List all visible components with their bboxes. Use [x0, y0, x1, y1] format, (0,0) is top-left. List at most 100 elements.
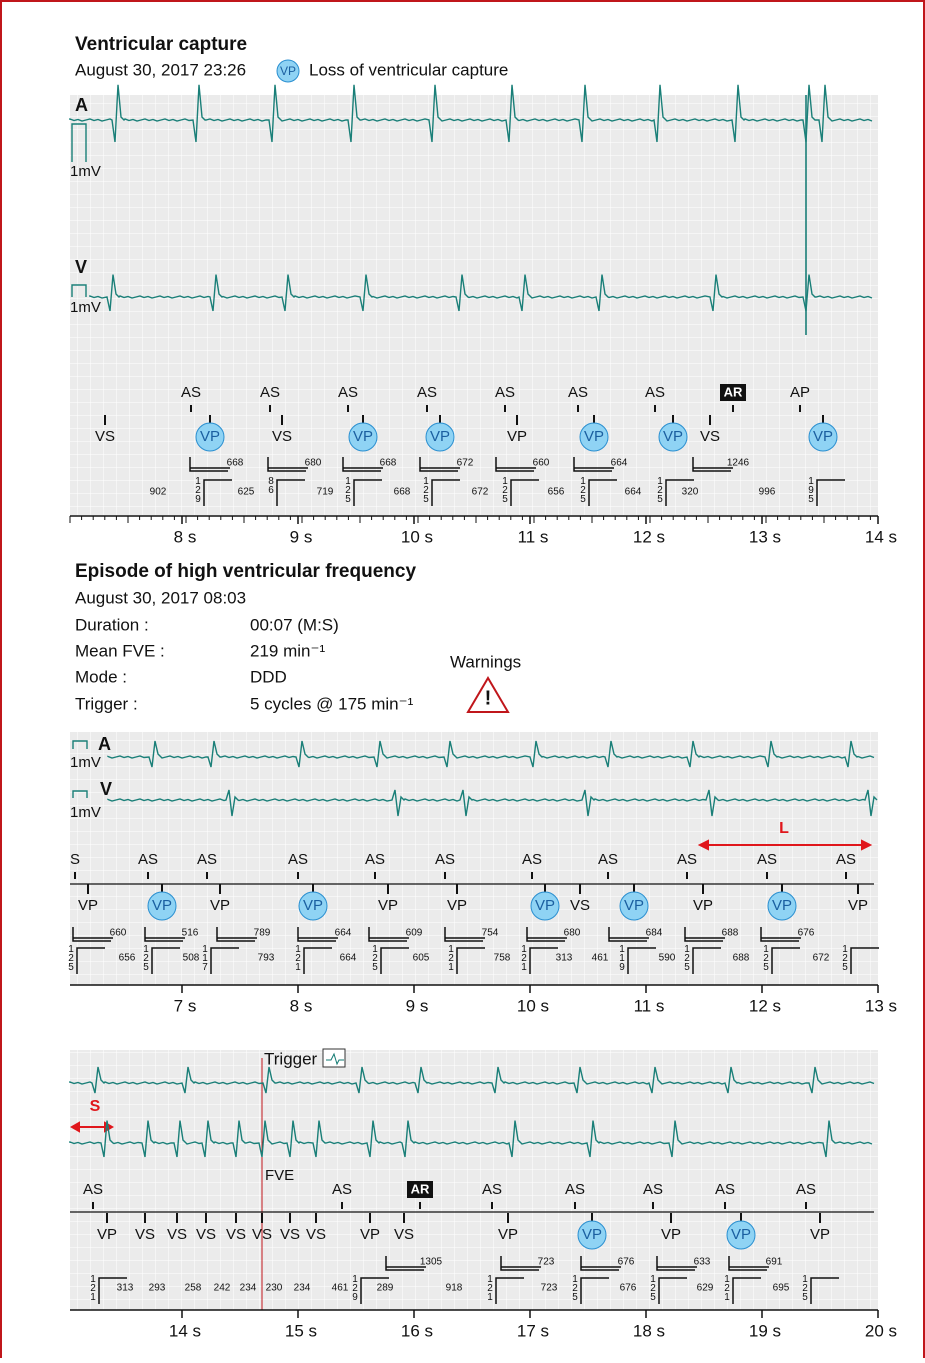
- legend-badge: VP: [280, 64, 296, 78]
- marker-circle: [767, 891, 797, 921]
- interval-bracket: [665, 479, 694, 506]
- marker-circle: [577, 1220, 607, 1250]
- upper-interval: 668: [227, 458, 244, 469]
- time-tick-label: 18 s: [633, 1321, 665, 1340]
- time-tick-label: 20 s: [865, 1321, 897, 1340]
- interval-bracket: [580, 1277, 609, 1304]
- vertical-interval: 125: [655, 476, 666, 503]
- marker-circle: [579, 422, 609, 452]
- title: Episode of high ventricular frequency: [75, 561, 416, 582]
- atrial-marker: AP: [790, 384, 810, 401]
- ventricular-marker: VS: [135, 1226, 155, 1243]
- vertical-interval: 125: [141, 944, 152, 971]
- ventricular-marker: VP: [78, 897, 98, 914]
- ecg-trace: [69, 1120, 873, 1158]
- lower-interval: 461: [332, 1283, 349, 1294]
- ventricular-marker: VP: [210, 897, 230, 914]
- interval-bracket: [385, 1256, 426, 1271]
- interval-bracket: [203, 479, 232, 506]
- interval-bracket: [76, 947, 105, 974]
- interval-bracket: [810, 1277, 839, 1304]
- ventricular-marker: VP: [430, 428, 450, 445]
- lower-interval: 234: [240, 1283, 257, 1294]
- channel-label: V: [75, 257, 87, 277]
- vertical-interval: 125: [370, 944, 381, 971]
- interval-bracket: [573, 457, 614, 472]
- detail-label: Trigger :: [75, 694, 138, 713]
- interval-bracket: [216, 927, 257, 942]
- upper-interval: 633: [694, 1257, 711, 1268]
- atrial-marker: AS: [522, 851, 542, 868]
- vertical-interval: 119: [617, 944, 628, 971]
- marker-circle: [726, 1220, 756, 1250]
- upper-interval: 688: [722, 928, 739, 939]
- ventricular-marker: VS: [167, 1226, 187, 1243]
- ventricular-marker: VP: [693, 897, 713, 914]
- ecg-trace: [69, 84, 873, 143]
- upper-interval: 668: [380, 458, 397, 469]
- atrial-marker: AS: [417, 384, 437, 401]
- detail-value: 5 cycles @ 175 min⁻¹: [250, 694, 414, 713]
- atrial-marker: AS: [83, 1181, 103, 1198]
- interval-bracket: [144, 927, 185, 942]
- vertical-interval: 125: [761, 944, 772, 971]
- vertical-interval: 129: [350, 1274, 361, 1301]
- atrial-marker: AS: [757, 851, 777, 868]
- upper-interval: 609: [406, 928, 423, 939]
- interval-bracket: [380, 947, 409, 974]
- upper-interval: 664: [335, 928, 352, 939]
- interval-bracket: [444, 927, 485, 942]
- detail-label: Duration :: [75, 615, 149, 634]
- ventricular-marker: VS: [226, 1226, 246, 1243]
- time-tick-label: 8 s: [290, 996, 313, 1015]
- lower-interval: 230: [266, 1283, 283, 1294]
- interval-bracket: [608, 927, 649, 942]
- ventricular-marker: VP: [813, 428, 833, 445]
- upper-interval: 664: [611, 458, 628, 469]
- interval-bracket: [267, 457, 308, 472]
- atrial-marker: AR: [411, 1181, 430, 1196]
- atrial-marker: AS: [197, 851, 217, 868]
- vertical-interval: 125: [578, 476, 589, 503]
- lower-interval: 605: [413, 953, 430, 964]
- vertical-interval: 129: [193, 476, 204, 503]
- time-tick-label: 19 s: [749, 1321, 781, 1340]
- marker-circle: [348, 422, 378, 452]
- marker-circle: [298, 891, 328, 921]
- interval-bracket: [72, 927, 113, 942]
- time-tick-label: 17 s: [517, 1321, 549, 1340]
- lower-interval: 289: [377, 1283, 394, 1294]
- interval-bracket: [760, 927, 801, 942]
- lower-interval: 234: [294, 1283, 311, 1294]
- interval-bracket: [297, 927, 338, 942]
- time-tick-label: 13 s: [865, 996, 897, 1015]
- ventricular-marker: VP: [584, 428, 604, 445]
- lower-interval: 918: [446, 1283, 463, 1294]
- interval-bracket: [419, 457, 460, 472]
- lower-interval: 695: [773, 1283, 790, 1294]
- lower-interval: 719: [317, 487, 334, 498]
- atrial-marker: AS: [482, 1181, 502, 1198]
- vertical-interval: 125: [421, 476, 432, 503]
- interval-bracket: [510, 479, 539, 506]
- time-tick-label: 8 s: [174, 527, 197, 546]
- interval-bracket: [495, 457, 536, 472]
- lower-interval: 313: [556, 953, 573, 964]
- lower-interval: 656: [548, 487, 565, 498]
- lower-interval: 668: [394, 487, 411, 498]
- calibration-pulse: [71, 284, 87, 297]
- time-tick-label: 7 s: [174, 996, 197, 1015]
- ventricular-marker: VS: [252, 1226, 272, 1243]
- atrial-marker: AS: [435, 851, 455, 868]
- vertical-interval: 121: [722, 1274, 733, 1301]
- lower-interval: 664: [340, 953, 357, 964]
- lower-interval: 293: [149, 1283, 166, 1294]
- marker-box: [407, 1181, 433, 1198]
- ventricular-marker: VS: [196, 1226, 216, 1243]
- interval-bracket: [431, 479, 460, 506]
- ventricular-marker: VS: [700, 428, 720, 445]
- atrial-marker: AS: [338, 384, 358, 401]
- ventricular-marker: VP: [663, 428, 683, 445]
- interval-bracket: [692, 457, 733, 472]
